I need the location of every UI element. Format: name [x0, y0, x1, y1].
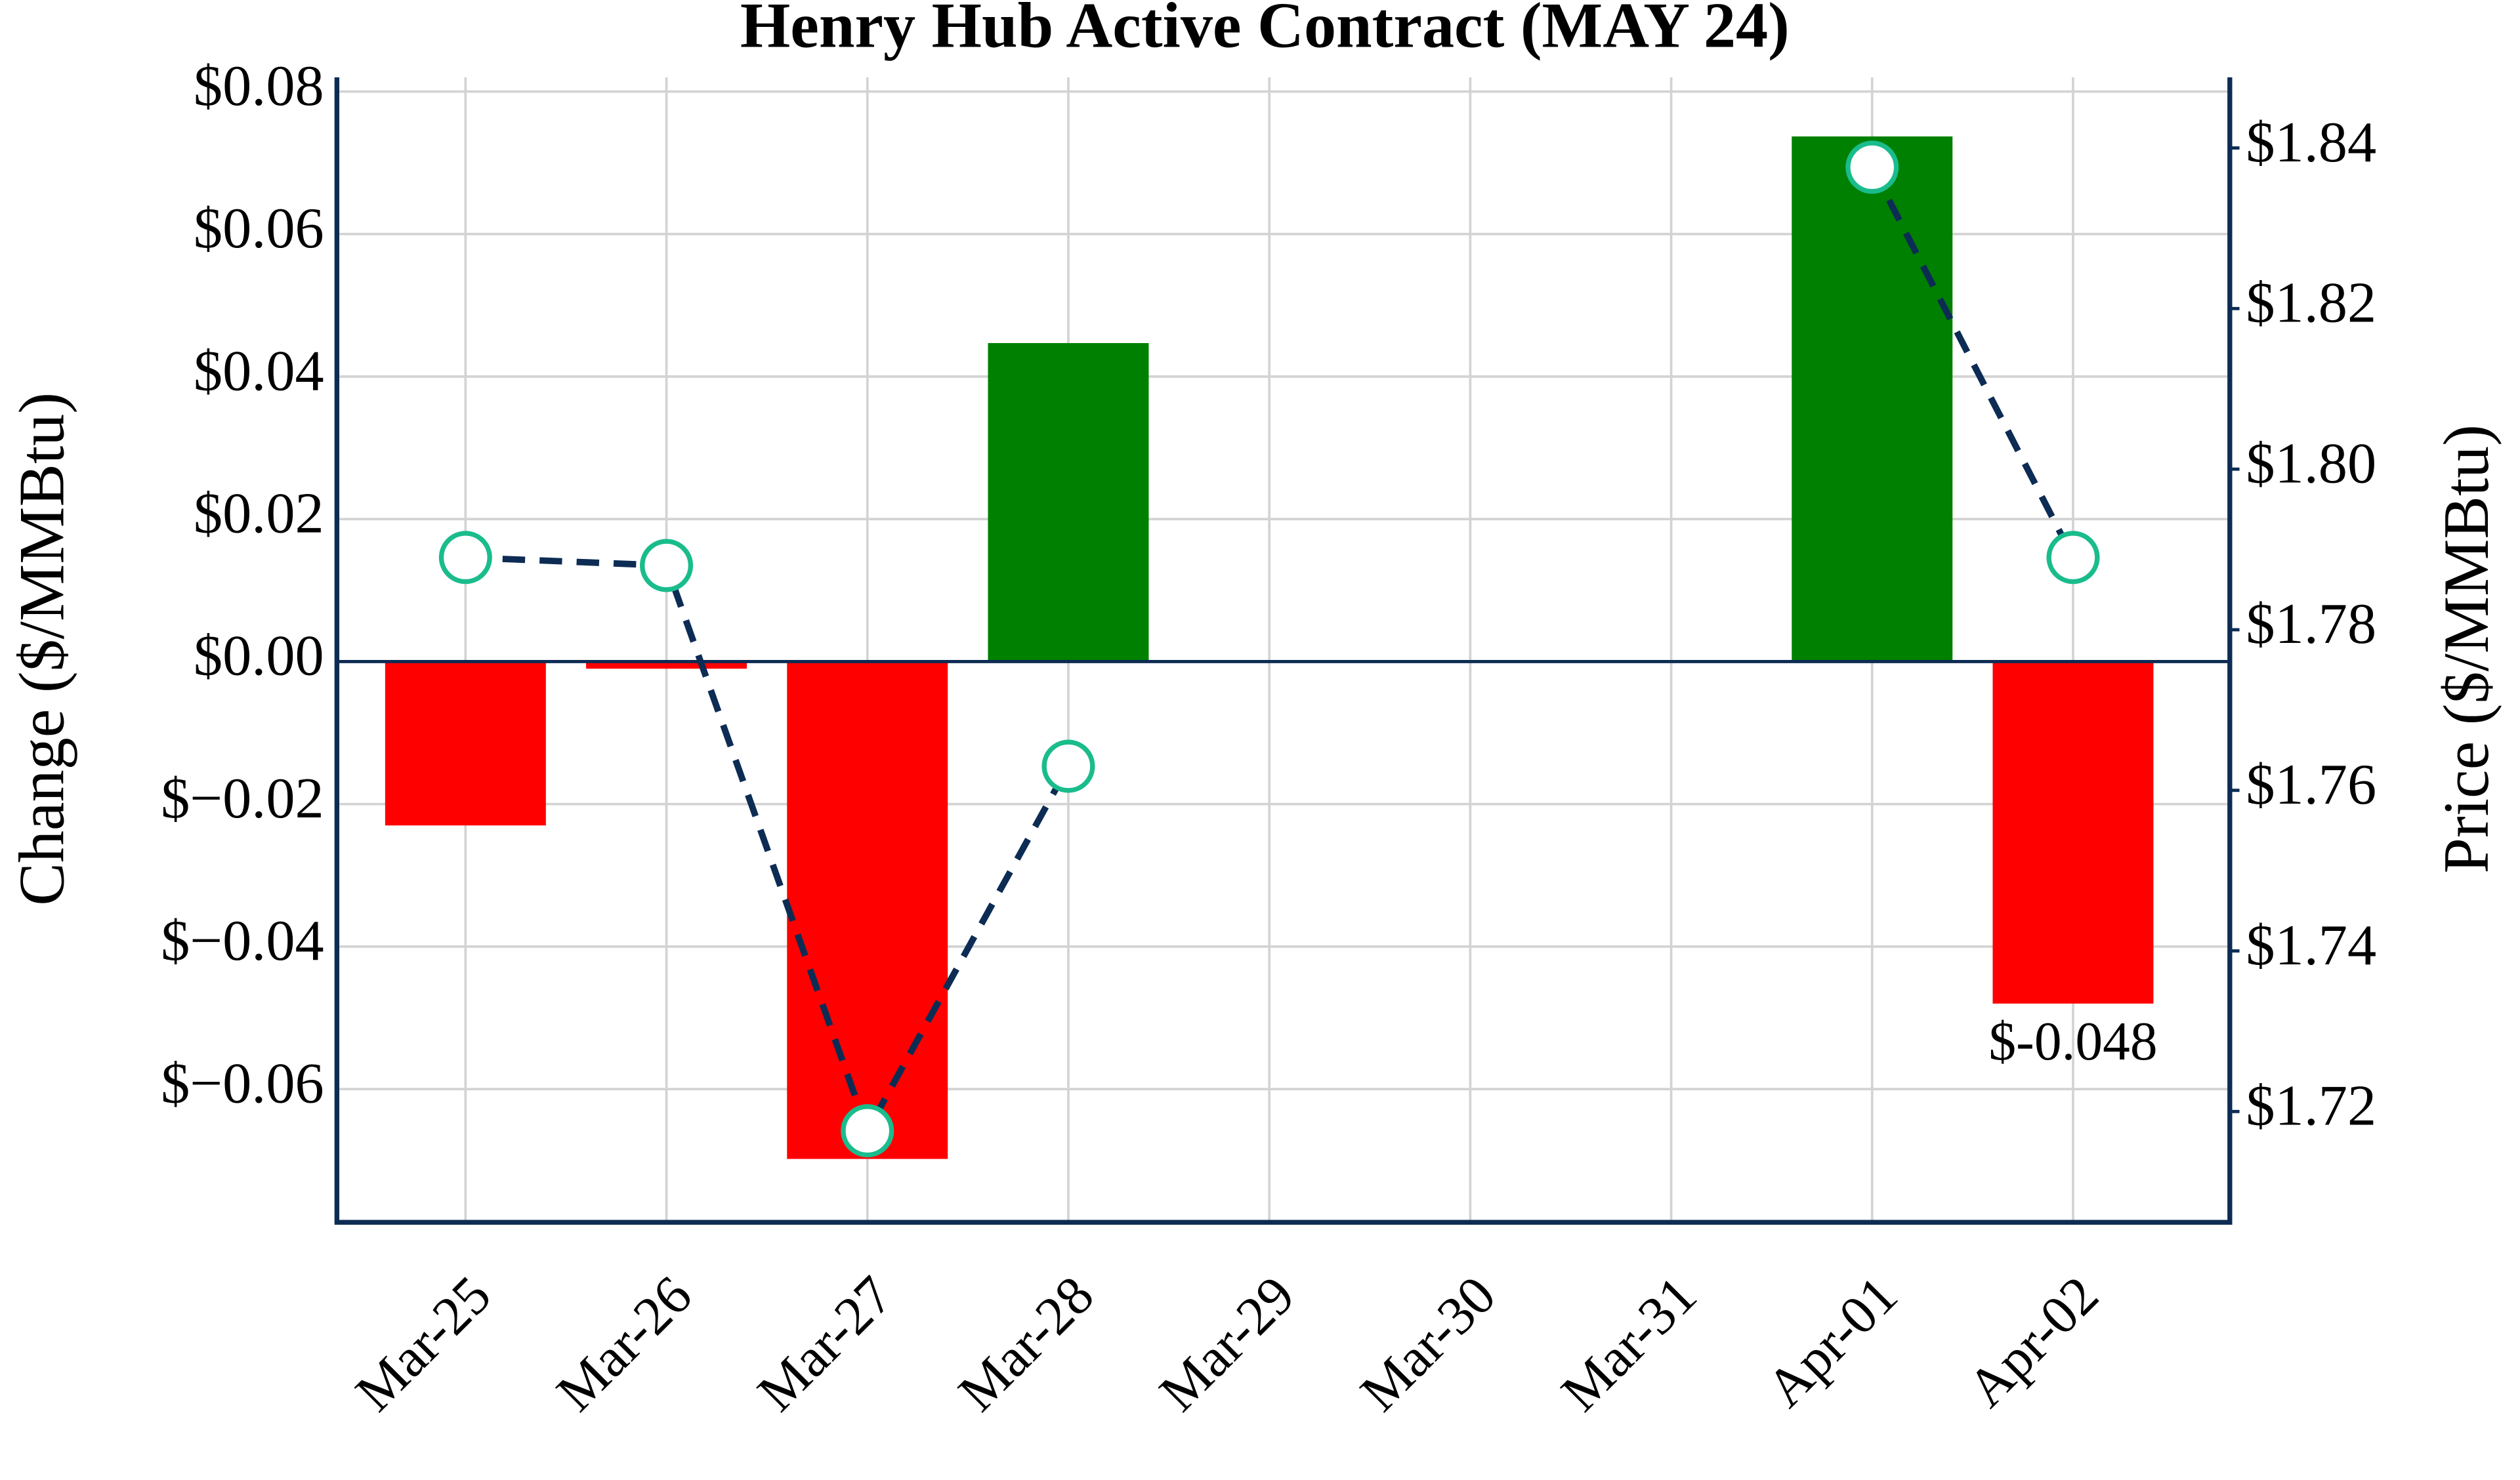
y-tick-label: $−0.04	[161, 909, 324, 973]
y-tick-label: $0.08	[194, 54, 324, 118]
price-line	[465, 165, 2076, 1139]
y2-axis-title: Price ($/MMBtu)	[2431, 424, 2502, 874]
x-tick-label: Mar-29	[1148, 1265, 1307, 1423]
chart-title: Henry Hub Active Contract (MAY 24)	[740, 0, 1790, 62]
bar	[1992, 661, 2154, 1004]
x-tick-label: Mar-25	[345, 1265, 503, 1423]
y2-tick-label: $1.80	[2246, 431, 2376, 495]
y-tick-label: $−0.06	[161, 1051, 324, 1115]
price-marker	[438, 531, 492, 585]
data-label: $-0.048	[1988, 1012, 2157, 1072]
y2-tick-label: $1.78	[2246, 592, 2376, 656]
bar	[787, 661, 948, 1159]
x-tick-label: Apr-01	[1755, 1265, 1909, 1418]
axis-frame	[334, 77, 2233, 1225]
bar	[586, 661, 747, 669]
y2-tick-label: $1.82	[2246, 271, 2376, 335]
bar	[988, 342, 1149, 662]
y2-tick-label: $1.84	[2246, 110, 2376, 175]
x-tick-label: Mar-30	[1349, 1265, 1507, 1423]
price-marker	[1041, 739, 1095, 793]
y2-tick-label: $1.72	[2246, 1074, 2376, 1138]
price-marker	[1845, 140, 1899, 194]
price-marker	[640, 539, 694, 592]
bar	[385, 661, 546, 826]
price-marker	[2046, 531, 2100, 585]
y-tick-label: $0.02	[194, 482, 324, 546]
x-tick-label: Mar-28	[948, 1265, 1106, 1423]
y-tick-label: $0.00	[194, 624, 324, 688]
x-tick-label: Mar-27	[746, 1265, 904, 1423]
price-marker	[841, 1104, 894, 1158]
y-axis-title: Change ($/MMBtu)	[7, 392, 77, 906]
x-tick-label: Mar-31	[1550, 1265, 1708, 1423]
y-tick-label: $0.06	[194, 196, 324, 260]
y2-tick-label: $1.74	[2246, 913, 2376, 977]
bar	[1792, 136, 1953, 662]
y-tick-label: $−0.02	[161, 766, 324, 831]
x-tick-label: Mar-26	[545, 1265, 704, 1423]
y2-tick-label: $1.76	[2246, 752, 2376, 817]
x-tick-label: Apr-02	[1956, 1265, 2110, 1418]
y-tick-label: $0.04	[194, 339, 324, 403]
